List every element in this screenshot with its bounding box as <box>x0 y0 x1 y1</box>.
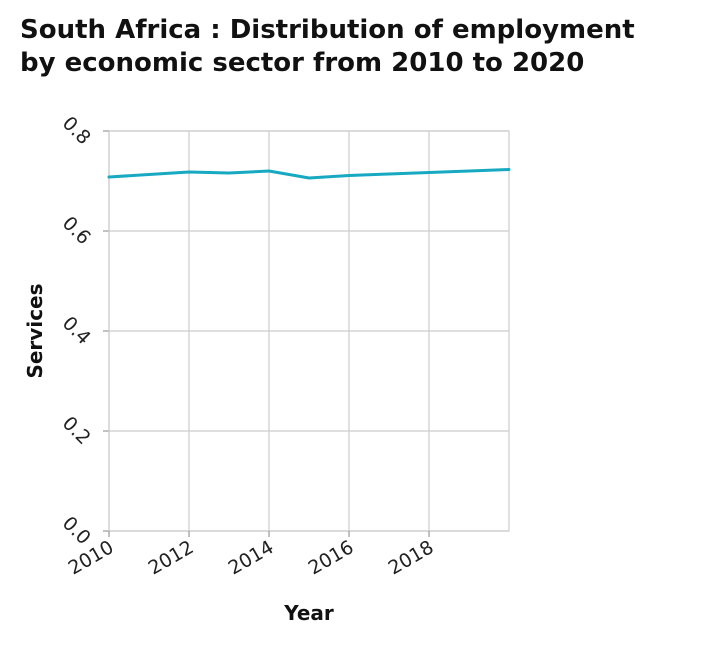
x-axis-label: Year <box>283 601 334 625</box>
x-tick-label: 2014 <box>225 536 278 579</box>
y-axis-label: Services <box>23 283 47 378</box>
x-tick-label: 2012 <box>145 536 198 579</box>
grid-lines <box>103 130 510 537</box>
x-tick-label: 2010 <box>65 536 118 579</box>
x-tick-label: 2018 <box>385 536 438 579</box>
y-axis-ticks: 0.0 0.2 0.4 0.6 0.8 <box>58 112 95 549</box>
x-axis-ticks: 2010 2012 2014 2016 2018 <box>65 536 438 579</box>
y-tick-label: 0.0 <box>58 512 95 549</box>
series-line <box>107 168 511 180</box>
y-tick-label: 0.2 <box>58 412 95 449</box>
chart-title-line-1: South Africa : Distribution of employmen… <box>20 15 635 45</box>
chart-title: South Africa : Distribution of employmen… <box>20 14 700 80</box>
chart-title-line-2: by economic sector from 2010 to 2020 <box>20 48 585 78</box>
y-tick-label: 0.4 <box>58 312 95 349</box>
y-tick-label: 0.6 <box>58 212 95 249</box>
y-tick-label: 0.8 <box>58 112 95 149</box>
series-lines <box>107 168 511 180</box>
x-tick-label: 2016 <box>305 536 358 579</box>
